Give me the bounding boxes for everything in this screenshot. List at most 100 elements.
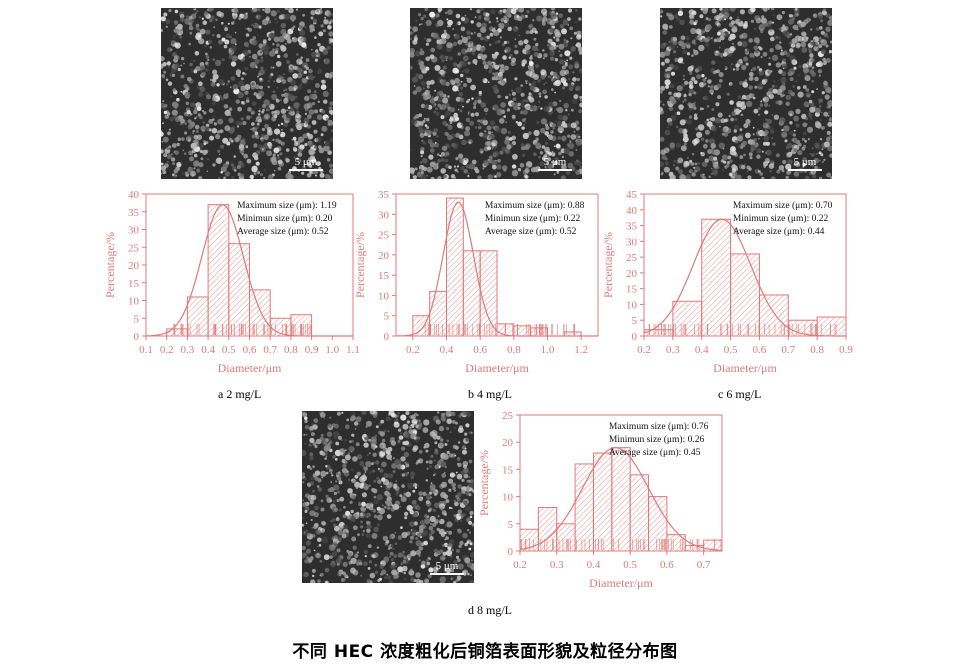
figure-title: 不同 HEC 浓度粗化后铜箔表面形貌及粒径分布图 <box>292 642 678 662</box>
fit-curve <box>145 204 353 337</box>
stats-annotation: Average size (μm): 0.45 <box>609 447 701 458</box>
y-tick-label: 15 <box>378 270 390 282</box>
y-tick-label: 15 <box>128 278 140 290</box>
x-tick-label: 0.5 <box>623 559 637 571</box>
x-axis-label: Diameter/μm <box>218 361 282 375</box>
y-tick-label: 0 <box>632 331 638 343</box>
sem-image-b: 5 μm <box>410 8 582 179</box>
histogram-b: 0 5 10 15 20 25 30 35 0.2 0.4 0.6 0.8 1.0 1.2 Diameter… <box>353 189 599 375</box>
x-tick-label: 0.7 <box>697 559 711 571</box>
x-tick-label: 0.4 <box>695 344 709 356</box>
histogram-bar <box>703 539 723 552</box>
x-tick-label: 0.4 <box>587 559 601 571</box>
y-axis-label: Percentage/% <box>353 232 367 298</box>
histogram-bar <box>592 452 613 552</box>
stats-annotation: Minimun size (μm): 0.22 <box>485 213 581 224</box>
histogram-c: 0 5 10 15 20 25 30 35 40 45 0.2 0.3 0.4 0.5 0.6 0.7 0.8 0… <box>601 189 853 375</box>
y-tick-label: 25 <box>128 242 140 254</box>
y-axis-label: Percentage/% <box>103 232 117 298</box>
x-tick-label: 1.0 <box>541 344 555 356</box>
sem-image-c: 5 μm <box>660 8 832 179</box>
x-tick-label: 0.2 <box>513 559 527 571</box>
y-tick-label: 40 <box>128 189 140 201</box>
y-tick-label: 30 <box>626 236 638 248</box>
y-tick-label: 25 <box>502 410 514 422</box>
histogram-bar <box>629 474 650 552</box>
rug-marks <box>648 324 837 335</box>
scale-bar: 5 μm <box>430 560 464 575</box>
x-tick-label: 0.7 <box>781 344 795 356</box>
histogram-bar <box>446 197 464 337</box>
y-tick-label: 30 <box>378 209 390 221</box>
stats-annotation: Minimun size (μm): 0.22 <box>733 213 829 224</box>
x-tick-label: 0.5 <box>724 344 738 356</box>
y-tick-label: 0 <box>508 546 514 558</box>
rug-marks <box>173 324 312 335</box>
histogram-bar <box>186 296 209 337</box>
histogram-bar <box>672 300 703 337</box>
stats-annotation: Maximum size (μm): 0.70 <box>733 200 833 211</box>
x-tick-label: 0.9 <box>839 344 853 356</box>
x-tick-label: 0.3 <box>181 344 195 356</box>
fit-curve <box>519 446 723 551</box>
caption-a: a 2 mg/L <box>218 387 262 401</box>
histogram-bar <box>730 253 760 337</box>
histogram-bar <box>556 523 576 552</box>
x-tick-label: 0.6 <box>473 344 487 356</box>
y-tick-label: 10 <box>128 296 140 308</box>
histogram-bar <box>462 250 481 337</box>
y-tick-label: 5 <box>134 313 140 325</box>
x-tick-label: 0.9 <box>305 344 319 356</box>
y-tick-label: 35 <box>128 207 140 219</box>
histogram-bar <box>684 545 705 552</box>
histogram-d: 0 5 10 15 20 25 0.2 0.3 0.4 0.5 0.6 0.7 Diameter/μm P… <box>477 410 723 590</box>
y-tick-label: 15 <box>502 464 514 476</box>
y-tick-label: 10 <box>378 290 390 302</box>
y-tick-label: 40 <box>626 205 638 217</box>
sem-image-a: 5 μm <box>161 8 333 179</box>
stats-annotation: Minimun size (μm): 0.26 <box>609 434 705 445</box>
x-tick-label: 0.7 <box>263 344 277 356</box>
x-tick-label: 1.0 <box>325 344 339 356</box>
y-tick-label: 5 <box>384 311 390 323</box>
histogram-bar <box>563 331 582 337</box>
y-tick-label: 15 <box>626 284 638 296</box>
scale-bar: 5 μm <box>289 156 323 171</box>
stats-annotation: Maximum size (μm): 1.19 <box>237 200 337 211</box>
histogram-bar <box>249 289 271 337</box>
stats-annotation: Average size (μm): 0.44 <box>733 226 825 237</box>
y-axis-label: Percentage/% <box>601 232 615 298</box>
x-tick-label: 0.2 <box>160 344 174 356</box>
y-tick-label: 0 <box>134 331 140 343</box>
y-tick-label: 25 <box>378 230 390 242</box>
stats-annotation: Maximum size (μm): 0.76 <box>609 421 709 432</box>
x-tick-label: 0.6 <box>753 344 767 356</box>
x-tick-label: 0.3 <box>666 344 680 356</box>
y-tick-label: 20 <box>502 437 514 449</box>
stats-annotation: Maximum size (μm): 0.88 <box>485 200 585 211</box>
y-tick-label: 25 <box>626 252 638 264</box>
y-tick-label: 20 <box>378 250 390 262</box>
x-axis-label: Diameter/μm <box>713 361 777 375</box>
x-axis-label: Diameter/μm <box>589 576 653 590</box>
y-tick-label: 35 <box>626 221 638 233</box>
rug-marks <box>424 324 575 335</box>
histogram-bar <box>701 218 732 337</box>
y-tick-label: 5 <box>508 519 514 531</box>
stats-annotation: Average size (μm): 0.52 <box>237 226 329 237</box>
x-tick-label: 0.2 <box>406 344 420 356</box>
x-tick-label: 0.5 <box>222 344 236 356</box>
x-tick-label: 1.2 <box>574 344 588 356</box>
x-tick-label: 0.2 <box>637 344 651 356</box>
histogram-bar <box>429 290 447 337</box>
histogram-bar <box>228 243 251 337</box>
histogram-bar <box>574 463 594 552</box>
sem-image-d: 5 μm <box>302 411 474 583</box>
x-axis-label: Diameter/μm <box>465 361 529 375</box>
x-tick-label: 0.4 <box>440 344 454 356</box>
x-tick-label: 0.6 <box>243 344 257 356</box>
y-tick-label: 35 <box>378 189 390 201</box>
y-tick-label: 45 <box>626 189 638 201</box>
y-tick-label: 20 <box>626 268 638 280</box>
stats-annotation: Minimun size (μm): 0.20 <box>237 213 333 224</box>
